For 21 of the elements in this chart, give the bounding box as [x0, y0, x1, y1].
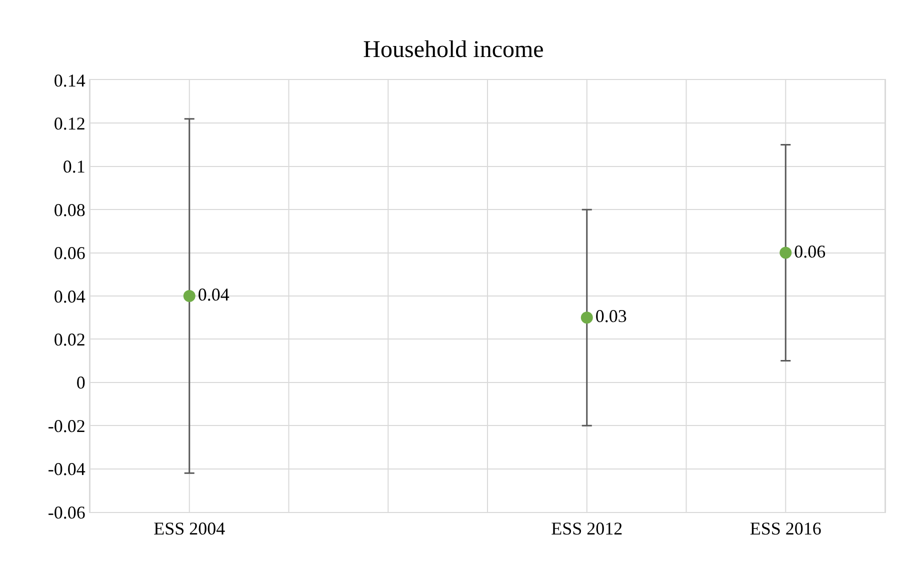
data-label: 0.06 [794, 241, 826, 262]
y-tick-label: 0.12 [54, 114, 86, 134]
data-label: 0.03 [595, 306, 627, 326]
x-tick-label: ESS 2012 [551, 518, 623, 539]
y-tick-label: 0.08 [54, 200, 86, 220]
point [580, 312, 593, 324]
y-tick-label: 0.06 [54, 243, 86, 264]
y-tick-label: -0.02 [48, 416, 86, 436]
y-tick-label: 0.14 [54, 70, 86, 90]
point [780, 246, 792, 259]
point [183, 290, 196, 302]
chart-title: Household income [363, 36, 544, 63]
y-tick-label: 0 [76, 372, 86, 393]
data-label: 0.04 [198, 284, 230, 304]
y-tick-label: -0.06 [48, 502, 86, 522]
x-tick-label: ESS 2016 [750, 518, 822, 539]
y-tick-label: 0.04 [54, 286, 86, 306]
y-tick-label: 0.02 [54, 330, 86, 350]
y-tick-label: 0.1 [62, 156, 86, 177]
x-tick-label: ESS 2004 [154, 518, 226, 539]
y-tick-label: -0.04 [48, 459, 86, 480]
